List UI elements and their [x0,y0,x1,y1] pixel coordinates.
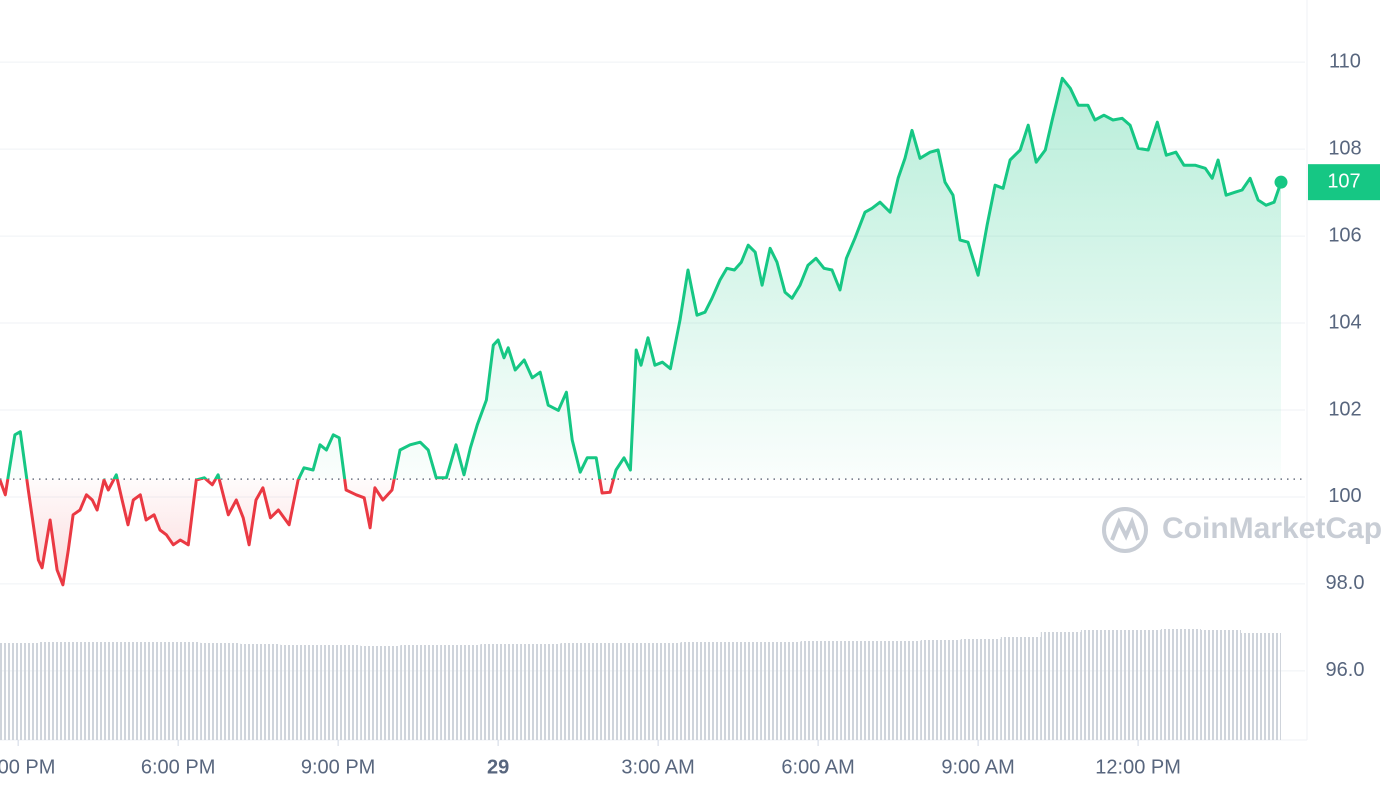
y-tick-label: 96.0 [1326,659,1365,681]
x-tick-label: 6:00 PM [141,756,215,778]
y-tick-label: 108 [1328,137,1361,159]
x-tick-label: 9:00 AM [941,756,1014,778]
volume-bar [320,645,361,740]
x-tick-label: 9:00 PM [301,756,375,778]
volume-bar [960,639,1001,740]
area-down [0,479,614,585]
volume-bar [1200,630,1241,740]
x-tick-label: 3:00 AM [621,756,694,778]
volume-bar [520,644,561,740]
volume-bar [120,642,161,740]
volume-bar [240,644,281,740]
y-tick-label: 110 [1329,50,1361,72]
volume-bars [0,629,1282,740]
x-tick-label: 29 [487,756,509,778]
volume-bar [680,642,721,740]
last-point [1274,175,1288,189]
volume-bar [1040,632,1081,740]
volume-bar [1160,629,1201,740]
y-tick-label: 100 [1328,485,1361,507]
price-tag [1308,164,1380,201]
y-tick-label: 98.0 [1326,572,1365,594]
x-tick-label: 12:00 PM [1095,756,1181,778]
volume-bar [80,642,121,740]
volume-bar [480,644,521,740]
volume-bar [720,642,761,740]
watermark-text: CoinMarketCap [1162,512,1382,545]
price-tag-label: 107 [1327,170,1360,192]
volume-bar [400,645,441,740]
volume-bar [880,641,921,740]
volume-bar [440,645,481,740]
volume-bar [0,643,41,740]
volume-bar [1240,633,1282,740]
watermark: CoinMarketCap [1102,507,1382,553]
x-tick-label: 6:00 AM [781,756,854,778]
volume-bar [40,642,81,740]
volume-bar [1080,630,1121,740]
volume-bar [1000,637,1041,740]
volume-bar [840,641,881,740]
price-line-up [6,76,1283,480]
x-tick-label: 3:00 PM [0,756,55,778]
volume-bar [200,643,241,740]
volume-bar [560,643,601,740]
price-line-down [0,479,616,587]
y-tick-label: 104 [1328,311,1361,333]
volume-bar [640,643,681,740]
volume-bar [1120,630,1161,740]
volume-bar [280,645,321,740]
volume-bar [920,640,961,740]
volume-bar [600,643,641,740]
area-up [0,78,1281,480]
volume-bar [760,642,801,740]
y-tick-label: 106 [1328,224,1361,246]
y-tick-label: 102 [1328,398,1361,420]
volume-bar [800,641,841,740]
volume-bar [360,646,401,740]
volume-bar [160,642,201,740]
